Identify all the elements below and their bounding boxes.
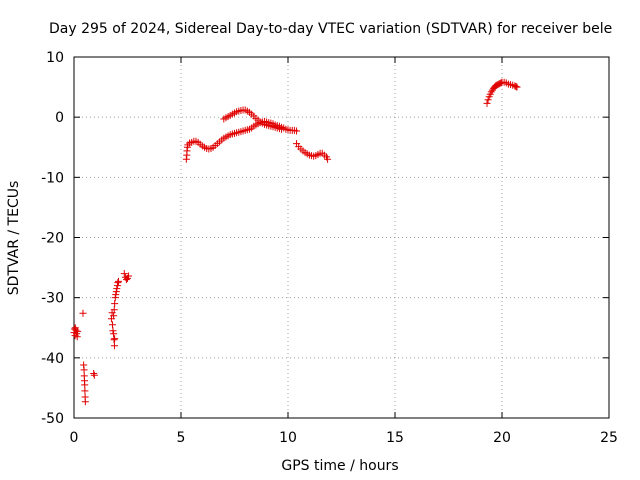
data-point-marker bbox=[278, 125, 286, 133]
x-tick-label: 5 bbox=[177, 430, 186, 446]
data-point-marker bbox=[483, 99, 491, 107]
data-point-marker bbox=[74, 327, 82, 335]
y-tick-label: -40 bbox=[41, 351, 64, 367]
data-point-marker bbox=[111, 335, 119, 343]
grid-lines bbox=[74, 57, 609, 418]
data-point-marker bbox=[125, 272, 133, 280]
data-point-marker bbox=[513, 83, 521, 91]
y-axis-label: SDTVAR / TECUs bbox=[6, 181, 22, 296]
data-point-marker bbox=[114, 279, 122, 287]
x-axis-label: GPS time / hours bbox=[281, 458, 398, 474]
data-point-marker bbox=[110, 330, 118, 338]
data-point-marker bbox=[109, 327, 117, 335]
data-point-marker bbox=[115, 277, 123, 285]
y-tick-labels: -50 -40 -30 -20 -10 0 10 bbox=[41, 50, 64, 427]
data-point-marker bbox=[120, 270, 128, 278]
y-tick-label: -10 bbox=[41, 170, 64, 186]
x-tick-label: 10 bbox=[279, 430, 297, 446]
chart-title: Day 295 of 2024, Sidereal Day-to-day VTE… bbox=[49, 21, 612, 37]
y-tick-label: -50 bbox=[41, 411, 64, 427]
data-point-marker bbox=[112, 291, 120, 299]
data-point-marker bbox=[293, 127, 301, 135]
data-point-marker bbox=[487, 88, 495, 96]
x-tick-label: 25 bbox=[600, 430, 618, 446]
y-tick-label: 0 bbox=[55, 110, 64, 126]
data-point-marker bbox=[109, 321, 117, 329]
x-tick-label: 20 bbox=[493, 430, 511, 446]
data-point-marker bbox=[79, 309, 87, 317]
data-point-marker bbox=[110, 306, 118, 314]
data-point-marker bbox=[484, 96, 492, 104]
plot-frame bbox=[73, 56, 610, 419]
data-point-marker bbox=[113, 285, 121, 293]
data-point-marker bbox=[72, 326, 80, 334]
data-point-marker bbox=[71, 332, 79, 340]
data-point-marker bbox=[81, 398, 89, 406]
data-point-marker bbox=[110, 342, 118, 350]
data-point-marker bbox=[512, 82, 520, 90]
data-point-marker bbox=[110, 312, 118, 320]
y-tick-label: -30 bbox=[41, 291, 64, 307]
data-point-marker bbox=[80, 366, 88, 374]
x-tick-label: 0 bbox=[70, 430, 79, 446]
data-point-marker bbox=[81, 381, 89, 389]
y-tick-label: 10 bbox=[46, 50, 64, 66]
data-point-marker bbox=[110, 336, 118, 344]
data-point-marker bbox=[81, 387, 89, 395]
y-tick-label: -20 bbox=[41, 231, 64, 247]
data-point-marker bbox=[324, 155, 332, 163]
data-point-marker bbox=[122, 276, 130, 284]
data-point-marker bbox=[184, 141, 192, 149]
data-points bbox=[70, 78, 521, 406]
data-point-marker bbox=[111, 300, 119, 308]
data-point-marker bbox=[90, 369, 98, 377]
x-tick-label: 15 bbox=[386, 430, 404, 446]
data-point-marker bbox=[90, 371, 98, 379]
x-tick-labels: 0 5 10 15 20 25 bbox=[70, 430, 618, 446]
